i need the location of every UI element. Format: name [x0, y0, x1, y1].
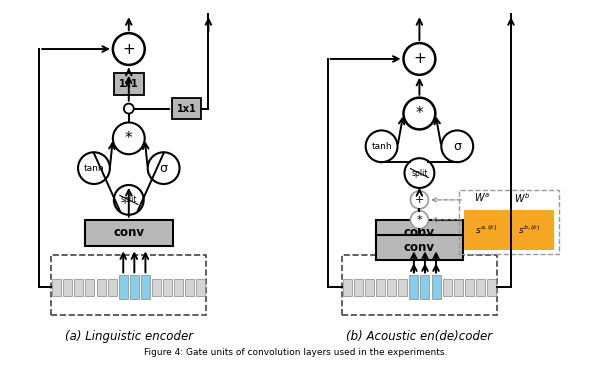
Circle shape: [113, 123, 144, 154]
Text: (b) Acoustic en(de)coder: (b) Acoustic en(de)coder: [346, 330, 493, 343]
Circle shape: [147, 152, 179, 184]
Bar: [464, 210, 554, 250]
Bar: [75, 279, 83, 296]
Text: $s^{b,(k)}$: $s^{b,(k)}$: [517, 223, 540, 236]
Bar: [114, 73, 144, 95]
Text: conv: conv: [113, 226, 144, 239]
Bar: [387, 279, 396, 296]
Bar: [172, 98, 201, 120]
Bar: [410, 275, 419, 299]
Bar: [152, 279, 161, 296]
Text: $W^a$: $W^a$: [474, 192, 490, 204]
Text: σ: σ: [453, 140, 461, 153]
Bar: [376, 235, 463, 261]
Text: conv: conv: [404, 226, 435, 239]
Circle shape: [366, 130, 397, 162]
Bar: [51, 255, 207, 315]
Text: +: +: [123, 42, 135, 57]
Text: $W^b$: $W^b$: [514, 191, 530, 205]
Bar: [85, 279, 95, 296]
Bar: [354, 279, 363, 296]
Bar: [63, 279, 72, 296]
Bar: [174, 279, 183, 296]
Text: 1x1: 1x1: [119, 79, 139, 89]
Bar: [342, 255, 497, 315]
Bar: [343, 279, 352, 296]
Circle shape: [404, 43, 435, 75]
Text: +: +: [413, 52, 426, 67]
Bar: [420, 275, 429, 299]
Circle shape: [404, 98, 435, 130]
Text: +: +: [415, 195, 424, 205]
Bar: [365, 279, 374, 296]
Bar: [487, 279, 496, 296]
Bar: [85, 220, 173, 245]
Bar: [376, 220, 463, 245]
Text: *: *: [125, 131, 133, 146]
Circle shape: [114, 185, 144, 215]
Circle shape: [124, 104, 134, 114]
Bar: [108, 279, 117, 296]
Bar: [185, 279, 194, 296]
Bar: [163, 279, 172, 296]
Text: *: *: [417, 215, 422, 225]
Circle shape: [78, 152, 110, 184]
Text: conv: conv: [404, 241, 435, 254]
Bar: [432, 275, 440, 299]
Text: $s^{a,(k)}$: $s^{a,(k)}$: [475, 223, 497, 236]
Text: split: split: [121, 195, 137, 204]
Bar: [465, 279, 474, 296]
Text: 1x1: 1x1: [176, 103, 197, 114]
Text: σ: σ: [160, 162, 168, 175]
Bar: [197, 279, 205, 296]
Circle shape: [410, 191, 429, 209]
Text: tanh: tanh: [83, 164, 104, 173]
Text: *: *: [416, 106, 423, 121]
Bar: [119, 275, 128, 299]
Bar: [398, 279, 407, 296]
Bar: [130, 275, 139, 299]
Bar: [96, 279, 105, 296]
Circle shape: [441, 130, 473, 162]
Text: tanh: tanh: [371, 142, 392, 151]
Text: Figure 4: Gate units of convolution layers used in the experiments.: Figure 4: Gate units of convolution laye…: [144, 348, 448, 357]
Bar: [459, 190, 559, 254]
Bar: [52, 279, 61, 296]
Bar: [453, 279, 463, 296]
Circle shape: [113, 33, 144, 65]
Text: split: split: [411, 169, 427, 178]
Bar: [476, 279, 485, 296]
Circle shape: [410, 211, 429, 229]
Bar: [141, 275, 150, 299]
Text: (a) Linguistic encoder: (a) Linguistic encoder: [65, 330, 193, 343]
Bar: [443, 279, 452, 296]
Circle shape: [404, 158, 435, 188]
Bar: [376, 279, 385, 296]
